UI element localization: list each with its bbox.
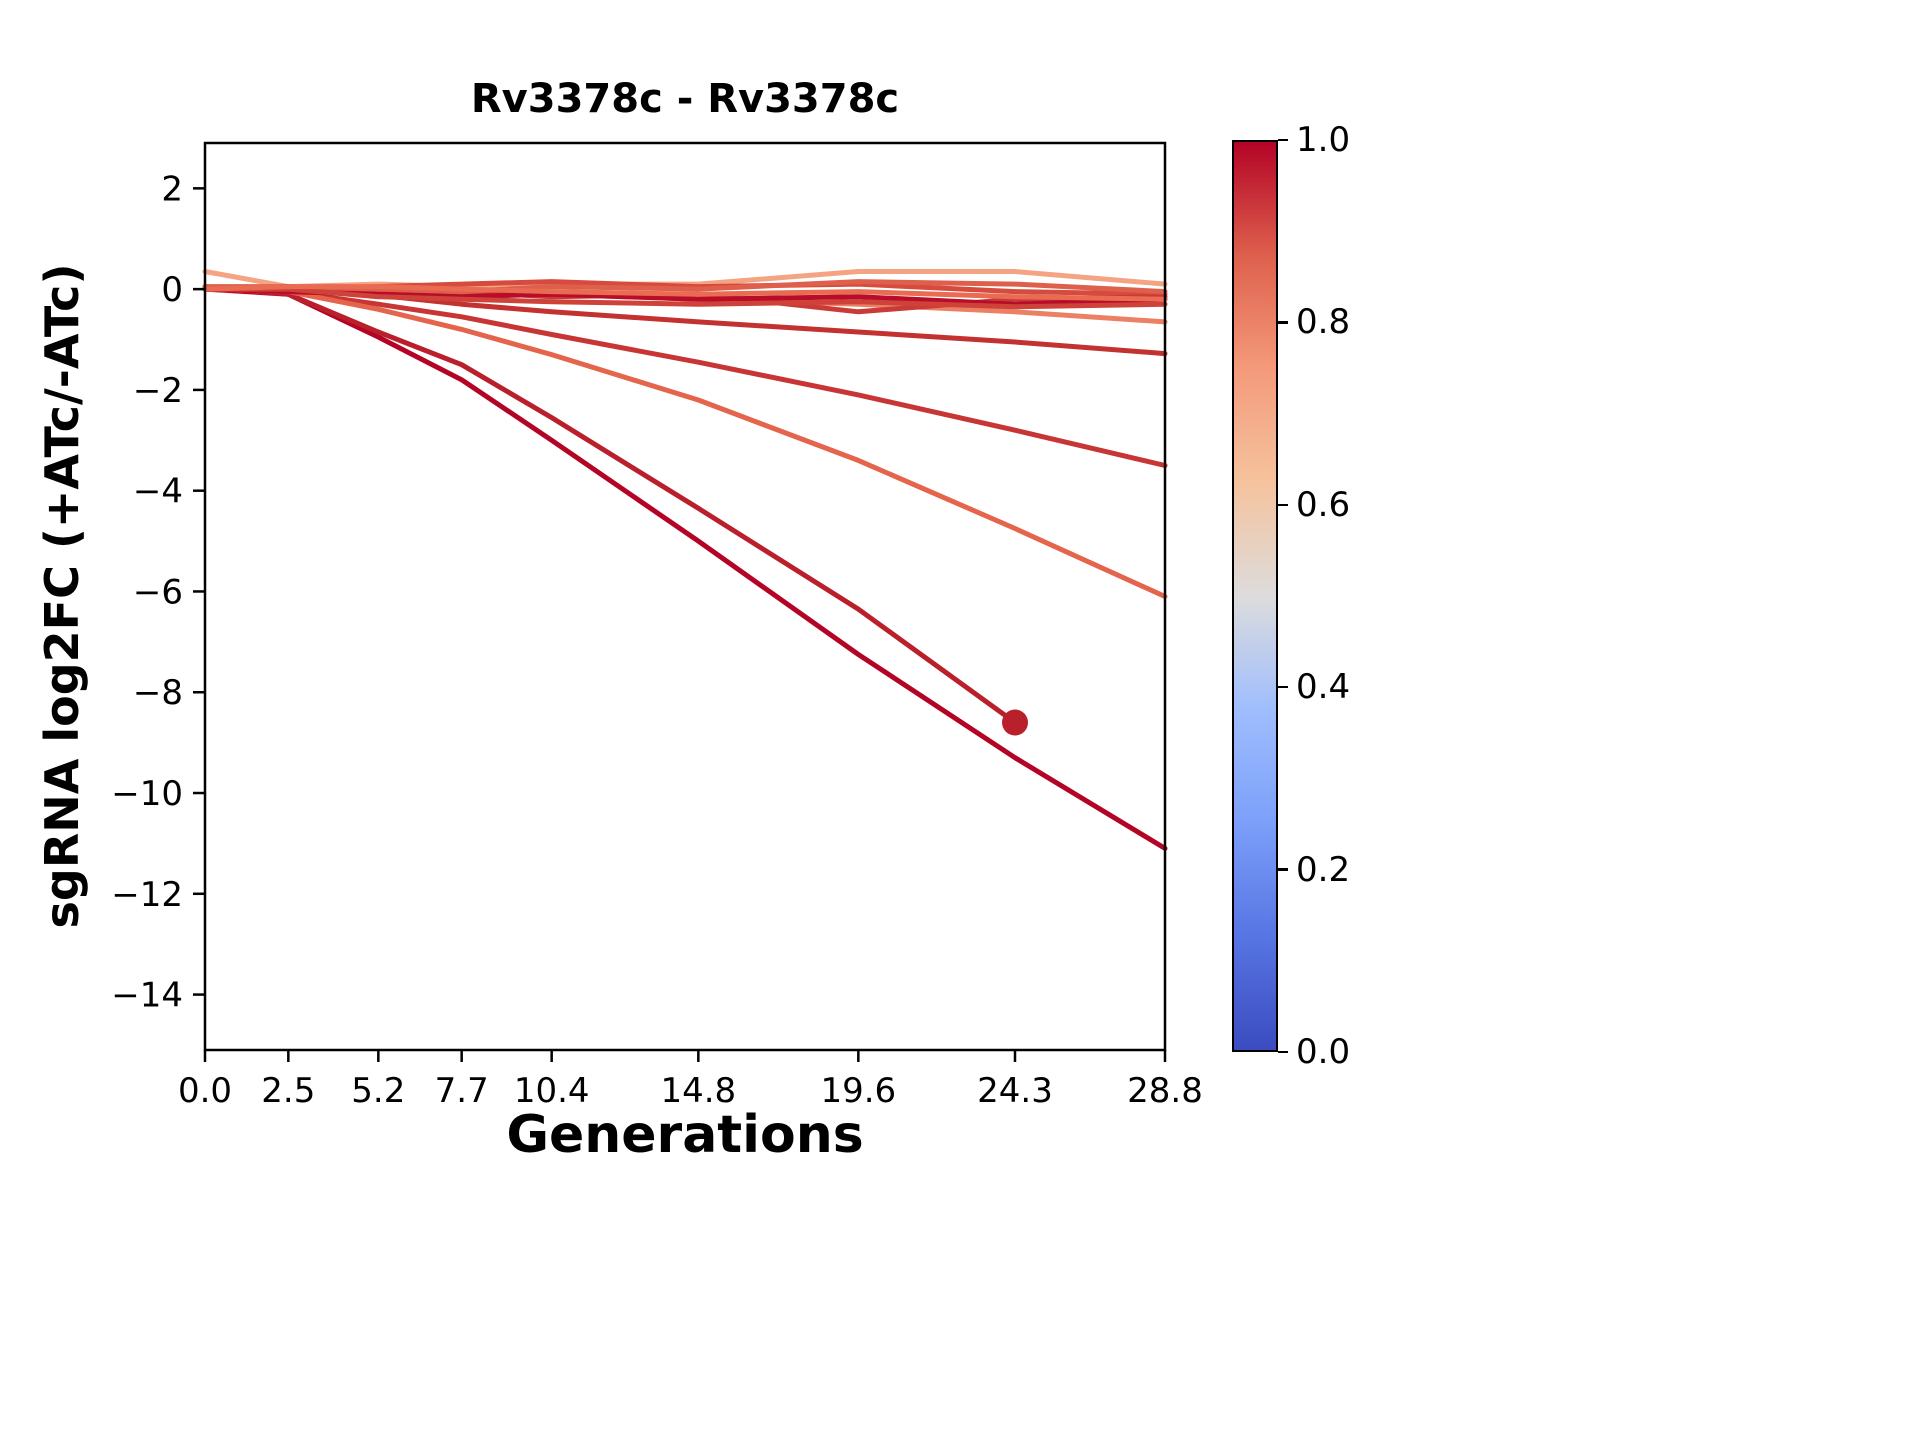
y-tick-label: −14 — [111, 976, 183, 1016]
y-tick-label: 2 — [161, 169, 183, 209]
x-tick-label: 14.8 — [660, 1071, 736, 1111]
y-tick-label: −2 — [133, 371, 183, 411]
colorbar-tick-mark — [1278, 1050, 1288, 1054]
y-tick-label: −8 — [133, 673, 183, 713]
series-line-sgRNA-4 — [202, 286, 1168, 599]
y-tick-label: 0 — [161, 270, 183, 310]
colorbar-tick-label: 0.6 — [1296, 484, 1351, 525]
series-line-sgRNA-2 — [202, 284, 1018, 725]
colorbar-tick-mark — [1278, 321, 1288, 324]
colorbar-gradient — [1232, 140, 1278, 1052]
colorbar-tick-label: 0.8 — [1296, 302, 1351, 343]
x-tick-label: 7.7 — [435, 1071, 489, 1111]
y-tick-label: −6 — [133, 572, 183, 612]
x-tick-label: 28.8 — [1127, 1071, 1203, 1111]
colorbar-tick-mark — [1278, 868, 1288, 871]
series-layer — [202, 269, 1168, 851]
series-line-sgRNA-3 — [202, 286, 1168, 468]
colorbar-tick-label: 0.0 — [1296, 1032, 1351, 1072]
y-tick-label: −12 — [111, 875, 183, 915]
colorbar-tick-label: 1.0 — [1296, 120, 1351, 160]
y-tick-label: −10 — [111, 774, 183, 814]
colorbar-tick-label: 0.2 — [1296, 849, 1351, 890]
x-tick-label: 10.4 — [514, 1071, 590, 1111]
series-line-sgRNA-13 — [202, 284, 1168, 302]
y-axis-label: sgRNA log2FC (+ATc/-ATc) — [35, 264, 89, 929]
chart-title: Rv3378c - Rv3378c — [471, 76, 899, 122]
x-tick-label: 0.0 — [178, 1071, 232, 1111]
axes-layer: 0.0 2.5 5.2 7.7 10.4 14.8 19.6 24.3 28.8 2 0 −2 −4 −6… — [111, 141, 1203, 1111]
x-axis-label: Generations — [506, 1105, 863, 1165]
x-tick-label: 24.3 — [977, 1071, 1053, 1111]
series-line-sgRNA-1 — [202, 286, 1168, 851]
axes-frame — [203, 141, 1167, 1052]
colorbar-tick-mark — [1278, 138, 1288, 142]
y-tick-label: −4 — [133, 472, 183, 512]
x-tick-label: 2.5 — [261, 1071, 315, 1111]
colorbar-tick-mark — [1278, 503, 1288, 507]
series-line-sgRNA-12 — [202, 286, 1168, 310]
x-tick-label: 19.6 — [820, 1071, 896, 1111]
x-tick-label: 5.2 — [351, 1071, 405, 1111]
colorbar-tick-mark — [1278, 685, 1288, 689]
colorbar-tick-label: 0.4 — [1296, 667, 1351, 708]
series-end-marker-sgRNA-2 — [1002, 709, 1028, 736]
